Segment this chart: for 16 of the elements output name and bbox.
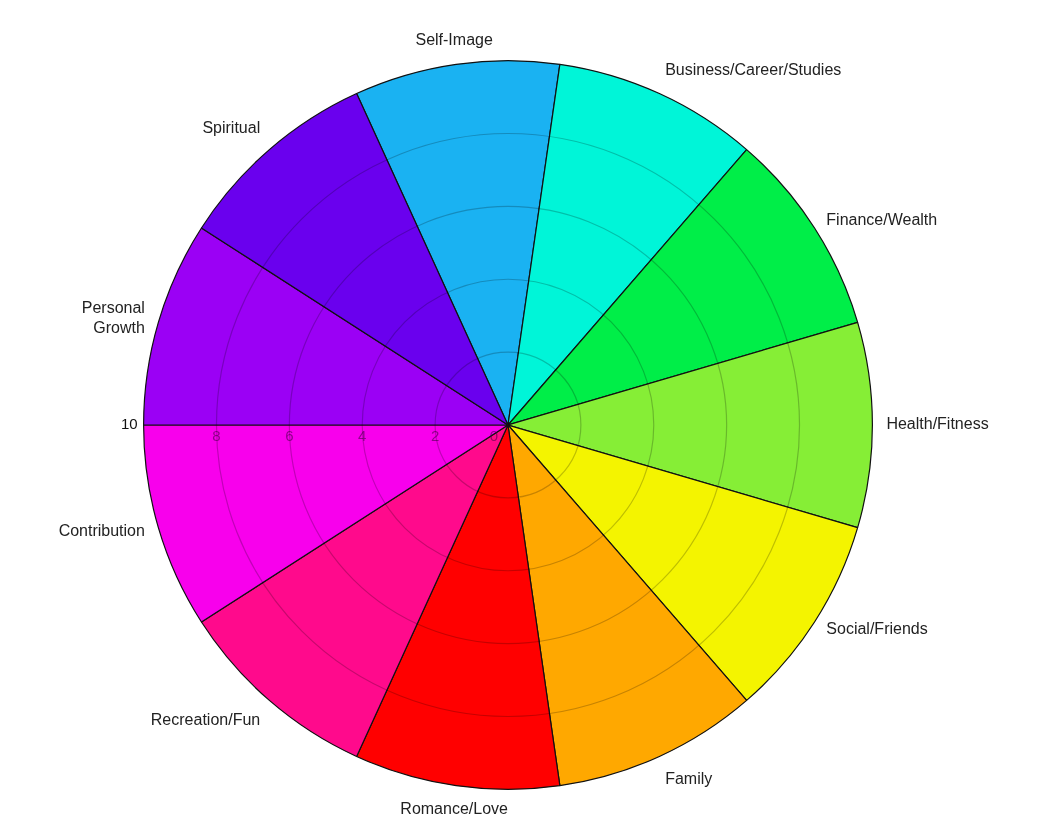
text: 2 [430, 427, 440, 445]
slice-label: Romance/Love [400, 799, 509, 817]
slice-label: Contribution [58, 522, 145, 540]
slice-label: Spiritual [202, 119, 261, 137]
text: 10 [120, 415, 138, 433]
text: 8 [212, 427, 221, 445]
slice-label: Finance/Wealth [826, 210, 938, 228]
slice-label: Personal Growth [81, 298, 145, 336]
text: 4 [358, 427, 367, 445]
slice-label: Self-Image [415, 30, 493, 48]
slice-label: Business/Career/Studies [665, 61, 842, 79]
slice-label: Family [665, 769, 713, 787]
slice-label: Social/Friends [826, 619, 928, 637]
text: 6 [285, 427, 294, 445]
slice-label: Health/Fitness [886, 415, 989, 433]
slice-label: Recreation/Fun [150, 711, 261, 729]
